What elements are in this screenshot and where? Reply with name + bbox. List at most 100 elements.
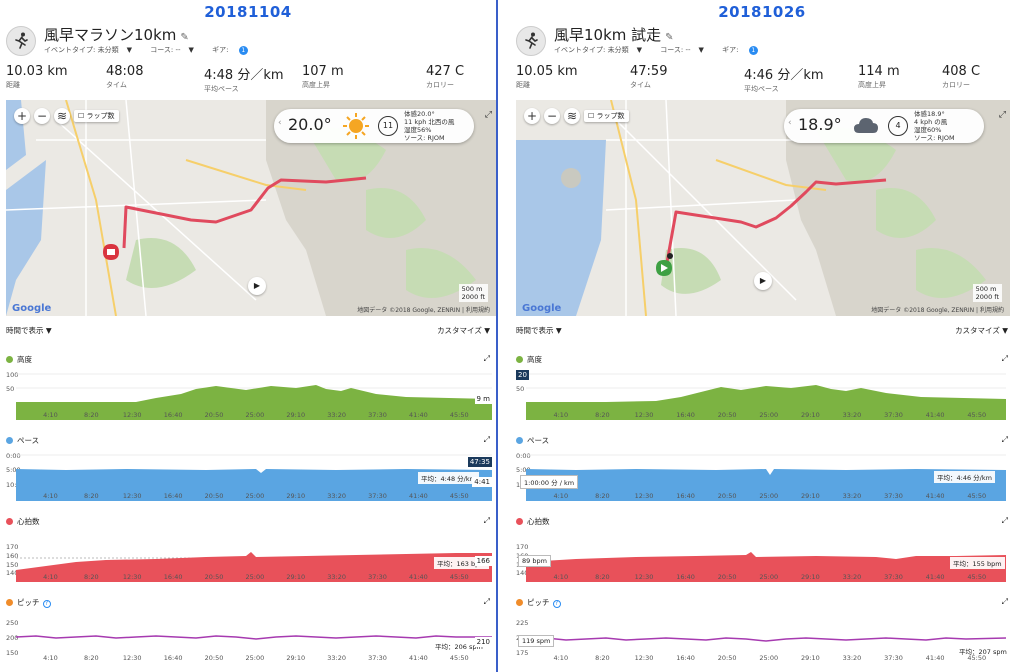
- chart-expand-icon[interactable]: ⤢: [483, 516, 490, 525]
- activity-panel-right: 20181026 風早10km 試走 ✎ イベントタイプ: 未分類 ▼ コース: -…: [510, 0, 1014, 672]
- play-button[interactable]: ▶: [754, 272, 772, 290]
- zoom-in-button[interactable]: +: [524, 108, 540, 124]
- chart-expand-icon[interactable]: ⤢: [1001, 597, 1008, 606]
- x-tick-label: 16:40: [163, 573, 183, 581]
- course-dropdown[interactable]: コース: -- ▼: [660, 46, 704, 54]
- lap-toggle[interactable]: ☐ ラップ数: [74, 110, 119, 122]
- weather-temp: 20.0°: [288, 115, 332, 134]
- y-label: 5:00: [6, 466, 21, 474]
- x-tick-label: 16:40: [676, 573, 695, 581]
- map-copyright[interactable]: 地図データ ©2018 Google, ZENRIN | 利用規約: [357, 307, 490, 314]
- edit-pencil-icon[interactable]: ✎: [180, 32, 189, 43]
- wind-direction-icon: 4: [888, 116, 908, 136]
- x-tick-label: 16:40: [676, 411, 695, 419]
- edit-pencil-icon[interactable]: ✎: [665, 32, 674, 43]
- chart-expand-icon[interactable]: ⤢: [1001, 435, 1008, 444]
- x-tick-label: 37:30: [368, 411, 387, 419]
- x-tick-label: 45:50: [967, 492, 987, 500]
- chart-expand-icon[interactable]: ⤢: [483, 435, 490, 444]
- pace-average-label: 平均：4:46 分/km: [934, 471, 995, 483]
- gear-count-badge: 1: [238, 45, 248, 55]
- lap-toggle[interactable]: ☐ ラップ数: [584, 110, 629, 122]
- y-label: 50: [6, 385, 15, 393]
- course-dropdown[interactable]: コース: -- ▼: [150, 46, 194, 54]
- x-tick-label: 37:30: [884, 654, 903, 662]
- x-tick-label: 8:20: [84, 573, 99, 581]
- heart-rate-chart-title: 心拍数: [6, 516, 40, 527]
- stat-elevation-gain: 107 m 高度上昇: [302, 64, 344, 89]
- route-map[interactable]: + − ≋ ☐ ラップ数 ‹ 18.9° 4 体感18.9° 4 kph の風 …: [516, 100, 1010, 316]
- activity-header: 風早10km 試走 ✎ イベントタイプ: 未分類 ▼ コース: -- ▼ ギア: 1: [516, 24, 1008, 60]
- cadence-cursor-value: 210: [474, 637, 492, 647]
- x-tick-label: 16:40: [163, 411, 183, 419]
- x-tick-label: 12:30: [634, 492, 654, 500]
- layers-icon[interactable]: ≋: [564, 108, 580, 124]
- activity-title[interactable]: 風早マラソン10km ✎: [44, 26, 189, 44]
- route-map[interactable]: + − ≋ ☐ ラップ数 ‹ 20.0° 11 体感20.0° 11 kph 北…: [6, 100, 496, 316]
- chart-expand-icon[interactable]: ⤢: [1001, 354, 1008, 363]
- x-tick-label: 33:20: [327, 492, 346, 500]
- help-icon[interactable]: ?: [552, 600, 561, 608]
- zoom-in-button[interactable]: +: [14, 108, 30, 124]
- event-type-dropdown[interactable]: イベントタイプ: 未分類 ▼: [554, 46, 642, 54]
- cadence-dot-icon: [6, 599, 13, 606]
- zoom-out-button[interactable]: −: [34, 108, 50, 124]
- cadence-chart: ピッチ? ⤢ 225 200 175 119 spm 平均：207 spm 4:…: [516, 597, 1010, 672]
- chevron-left-icon[interactable]: ‹: [788, 118, 792, 128]
- customize-dropdown[interactable]: カスタマイズ ▼: [437, 326, 490, 335]
- elevation-chart: 高度 ⤢ 100 50 20 4:108:2012:3016:4020:5025…: [516, 354, 1010, 432]
- cadence-tooltip: 119 spm: [518, 635, 555, 647]
- map-copyright[interactable]: 地図データ ©2018 Google, ZENRIN | 利用規約: [871, 307, 1004, 314]
- sun-icon: [342, 112, 370, 140]
- activity-title[interactable]: 風早10km 試走 ✎: [554, 26, 674, 44]
- activity-meta: イベントタイプ: 未分類 ▼ コース: -- ▼ ギア: 1: [44, 45, 264, 55]
- x-tick-label: 12:30: [634, 411, 654, 419]
- x-tick-label: 33:20: [327, 573, 346, 581]
- customize-dropdown[interactable]: カスタマイズ ▼: [955, 326, 1008, 335]
- zoom-out-button[interactable]: −: [544, 108, 560, 124]
- x-tick-label: 12:30: [122, 492, 142, 500]
- summary-stats: 10.03 km 距離 48:08 タイム 4:48 分／km 平均ペース 107 m…: [6, 64, 490, 94]
- gear-field[interactable]: ギア: 1: [722, 45, 766, 55]
- map-expand-icon[interactable]: ⤢: [998, 110, 1006, 120]
- summary-stats: 10.05 km 距離 47:59 タイム 4:46 分／km 平均ペース 114 m…: [516, 64, 1008, 94]
- elevation-dot-icon: [516, 356, 523, 363]
- y-label: 150: [6, 649, 19, 657]
- x-tick-label: 25:00: [759, 654, 779, 662]
- heart-tooltip: 89 bpm: [518, 555, 551, 567]
- x-tick-label: 45:50: [449, 654, 469, 662]
- y-label: 200: [6, 634, 19, 642]
- x-tick-label: 37:30: [368, 573, 387, 581]
- x-tick-label: 16:40: [676, 492, 695, 500]
- y-label: 170: [6, 543, 19, 551]
- x-tick-label: 33:20: [842, 492, 862, 500]
- chart-toolbar: 時間で表示 ▼ カスタマイズ ▼: [6, 325, 490, 336]
- time-display-dropdown[interactable]: 時間で表示 ▼: [516, 326, 562, 335]
- heart-rate-chart: 心拍数 ⤢ 170 160 150 140 89 bpm 平均：155 bpm …: [516, 516, 1010, 594]
- gear-field[interactable]: ギア: 1: [212, 45, 256, 55]
- activity-panel-left: 20181104 風早マラソン10km ✎ イベントタイプ: 未分類 ▼ コース: …: [0, 0, 496, 672]
- chart-expand-icon[interactable]: ⤢: [1001, 516, 1008, 525]
- map-scale: 500 m 2000 ft: [972, 284, 1002, 302]
- chart-expand-icon[interactable]: ⤢: [483, 354, 490, 363]
- layers-icon[interactable]: ≋: [54, 108, 70, 124]
- map-expand-icon[interactable]: ⤢: [484, 110, 492, 120]
- x-tick-label: 37:30: [884, 492, 903, 500]
- x-tick-label: 41:40: [409, 654, 428, 662]
- event-type-dropdown[interactable]: イベントタイプ: 未分類 ▼: [44, 46, 132, 54]
- panel-divider: [496, 0, 498, 672]
- x-tick-label: 20:50: [204, 573, 224, 581]
- x-tick-label: 8:20: [84, 411, 99, 419]
- pace-tooltip: 1:00:00 分 / km: [520, 475, 579, 489]
- stat-pace: 4:46 分／km 平均ペース: [744, 68, 824, 93]
- x-tick-label: 20:50: [717, 411, 737, 419]
- play-button[interactable]: ▶: [248, 277, 266, 295]
- time-display-dropdown[interactable]: 時間で表示 ▼: [6, 326, 52, 335]
- help-icon[interactable]: ?: [42, 600, 51, 608]
- weather-widget: ‹ 20.0° 11 体感20.0° 11 kph 北西の風 湿度56% ソース…: [274, 109, 474, 143]
- x-tick-label: 37:30: [884, 573, 903, 581]
- y-label: 10:00: [6, 481, 25, 489]
- y-label: 170: [516, 543, 529, 551]
- chart-expand-icon[interactable]: ⤢: [483, 597, 490, 606]
- chevron-left-icon[interactable]: ‹: [278, 118, 282, 128]
